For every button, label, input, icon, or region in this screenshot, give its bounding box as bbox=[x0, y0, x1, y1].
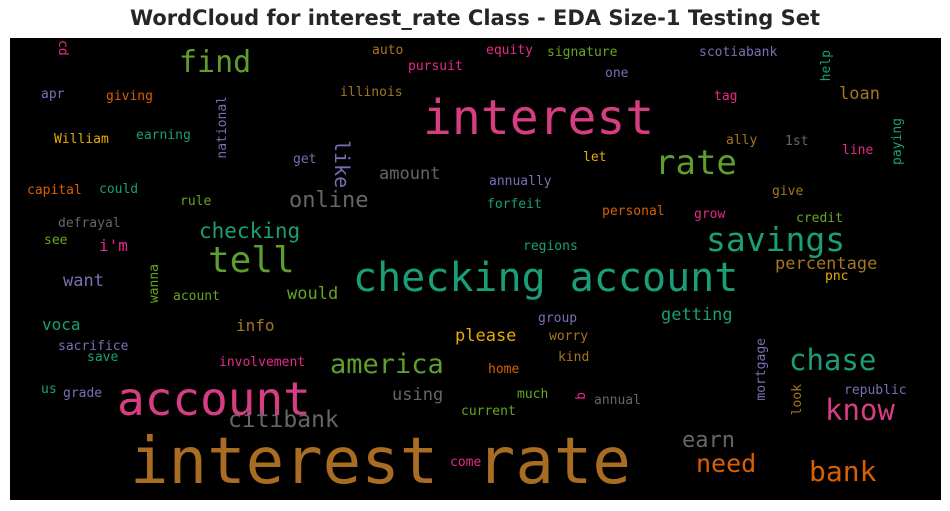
word: grow bbox=[694, 207, 726, 222]
word: 1st bbox=[785, 134, 809, 149]
word: save bbox=[87, 350, 119, 365]
word: rate bbox=[655, 143, 737, 183]
word: chase bbox=[789, 343, 877, 377]
word: get bbox=[293, 152, 317, 167]
word: giving bbox=[106, 89, 153, 104]
word: national bbox=[215, 96, 230, 159]
word: pnc bbox=[825, 269, 849, 284]
word: defrayal bbox=[58, 216, 121, 231]
word: one bbox=[605, 66, 629, 81]
word: rule bbox=[180, 194, 212, 209]
word: online bbox=[289, 188, 369, 213]
word: let bbox=[583, 150, 607, 165]
word: percentage bbox=[775, 254, 878, 274]
word: know bbox=[825, 393, 895, 427]
word: interest bbox=[423, 90, 655, 146]
word: worry bbox=[549, 329, 589, 344]
word: find bbox=[179, 45, 252, 80]
word: wanna bbox=[147, 264, 162, 304]
word: annual bbox=[594, 393, 641, 408]
word: could bbox=[99, 182, 139, 197]
word: loan bbox=[839, 84, 880, 104]
word: sacrifice bbox=[58, 339, 129, 354]
word: credit bbox=[796, 211, 843, 226]
word: regions bbox=[523, 239, 578, 254]
word: us bbox=[41, 382, 57, 397]
word: earn bbox=[682, 428, 735, 453]
word: using bbox=[392, 385, 444, 405]
word: come bbox=[450, 455, 482, 470]
word: america bbox=[330, 349, 444, 380]
word: bank bbox=[809, 455, 877, 488]
word: equity bbox=[486, 43, 533, 58]
word: group bbox=[538, 311, 578, 326]
word: tag bbox=[714, 89, 738, 104]
word: want bbox=[63, 271, 104, 291]
word: savings bbox=[706, 220, 846, 259]
word: look bbox=[790, 384, 805, 416]
word: capital bbox=[27, 183, 82, 198]
word: republic bbox=[844, 383, 907, 398]
word-cloud: interest rate interest checking account … bbox=[10, 38, 941, 500]
word: paying bbox=[890, 118, 905, 165]
word: mortgage bbox=[754, 338, 769, 401]
word: much bbox=[517, 387, 549, 402]
word: line bbox=[842, 143, 874, 158]
word: interest rate bbox=[130, 425, 631, 499]
word: grade bbox=[63, 386, 103, 401]
word: current bbox=[461, 404, 516, 419]
word: pursuit bbox=[408, 59, 463, 74]
word: acount bbox=[173, 289, 220, 304]
word: auto bbox=[372, 43, 404, 58]
word: checking bbox=[199, 219, 301, 243]
word: personal bbox=[602, 204, 665, 219]
word: scotiabank bbox=[699, 45, 778, 60]
word: tell bbox=[208, 240, 295, 281]
word: checking account bbox=[353, 255, 739, 301]
chart-title: WordCloud for interest_rate Class - EDA … bbox=[129, 6, 821, 30]
word: account bbox=[117, 372, 311, 426]
word: annually bbox=[489, 174, 552, 189]
word: please bbox=[455, 326, 517, 346]
word: amount bbox=[379, 164, 441, 184]
word: home bbox=[488, 362, 520, 377]
word: illinois bbox=[340, 85, 403, 100]
word: citibank bbox=[228, 407, 339, 433]
word: getting bbox=[661, 305, 733, 325]
word: forfeit bbox=[487, 197, 542, 212]
word: b bbox=[574, 392, 589, 400]
word: need bbox=[696, 449, 757, 478]
word: signature bbox=[547, 45, 618, 60]
word: info bbox=[236, 316, 275, 335]
word: see bbox=[44, 233, 68, 248]
word: kind bbox=[558, 350, 590, 365]
word: ally bbox=[726, 133, 758, 148]
word: would bbox=[287, 284, 339, 304]
word: i'm bbox=[99, 236, 128, 255]
word: William bbox=[54, 132, 109, 147]
word: involvement bbox=[219, 355, 306, 370]
word: cd bbox=[55, 40, 70, 56]
word: like bbox=[330, 140, 354, 189]
word: apr bbox=[41, 87, 65, 102]
word: earning bbox=[136, 128, 191, 143]
word: give bbox=[772, 184, 804, 199]
word: help bbox=[819, 50, 834, 82]
word: voca bbox=[42, 315, 81, 334]
